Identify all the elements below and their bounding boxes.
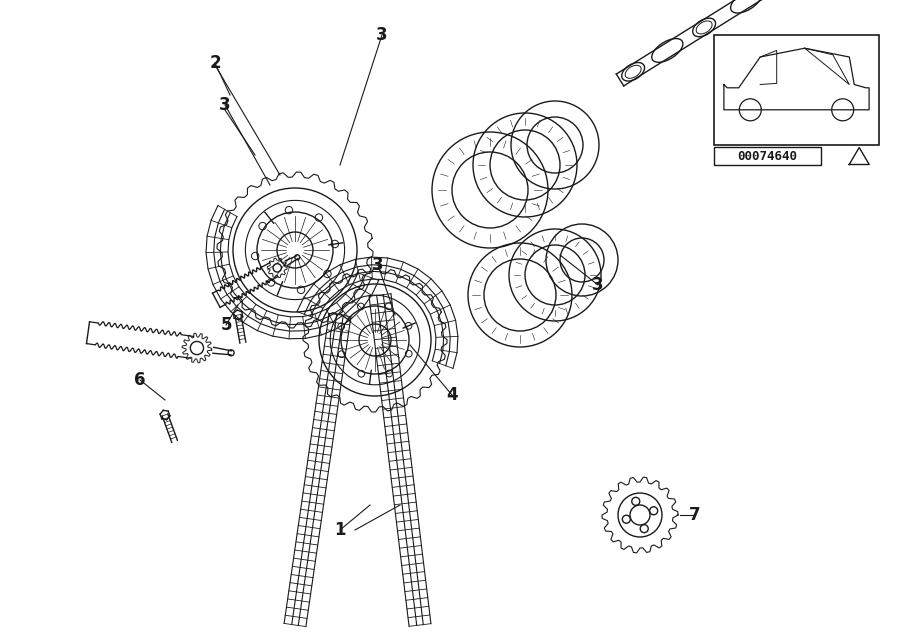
Text: 3: 3 — [592, 276, 604, 294]
Text: 3: 3 — [373, 256, 383, 274]
Text: 6: 6 — [134, 371, 146, 389]
Text: 00074640: 00074640 — [738, 149, 797, 163]
Bar — [714, 35, 879, 145]
Text: 3: 3 — [376, 26, 388, 44]
Bar — [714, 147, 821, 165]
Text: 4: 4 — [446, 386, 458, 404]
Text: 5: 5 — [220, 316, 232, 334]
Text: 7: 7 — [689, 506, 701, 524]
Text: 2: 2 — [209, 54, 220, 72]
Text: 1: 1 — [334, 521, 346, 539]
Text: 3: 3 — [220, 96, 230, 114]
